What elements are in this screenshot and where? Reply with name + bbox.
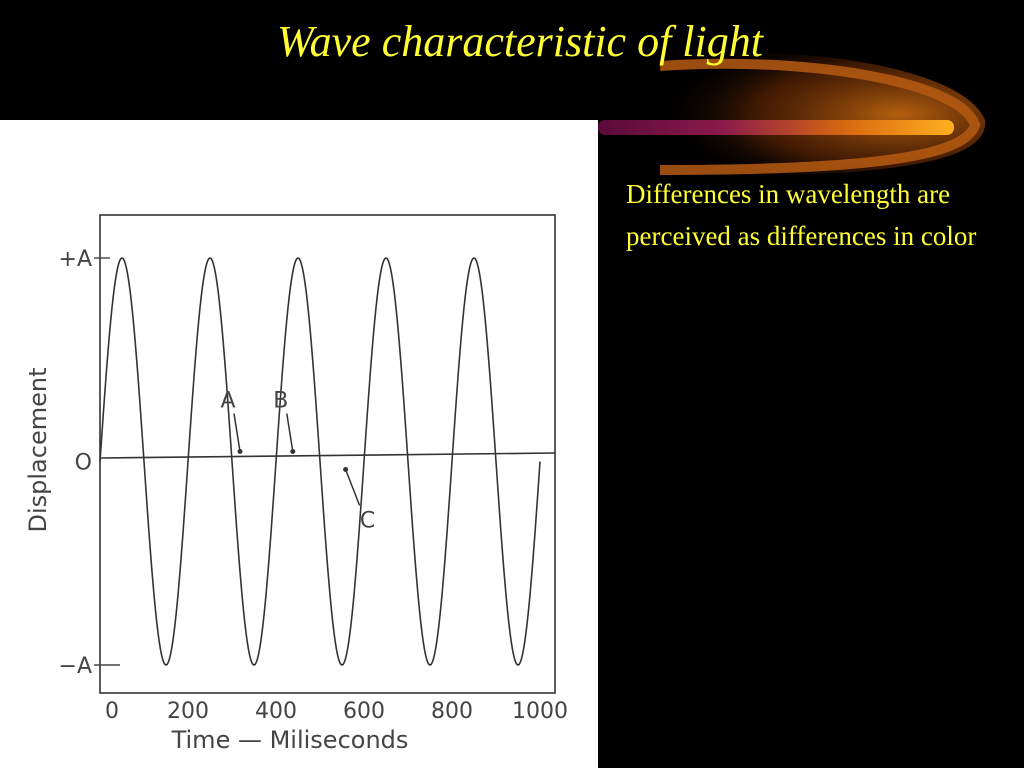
zero-line: [99, 452, 556, 459]
slide-title: Wave characteristic of light: [277, 17, 763, 66]
x-tick-label: 400: [255, 699, 297, 724]
point-annotations: A B C: [220, 389, 375, 534]
x-tick-label: 800: [431, 699, 473, 724]
x-tick-label: 200: [167, 699, 209, 724]
annotation-label: B: [273, 389, 288, 414]
wave-chart: 0 200 400 600 800 1000 +A O −A A B C Displacement…: [24, 214, 568, 754]
title-swoosh-decoration: [598, 52, 986, 176]
x-tick-label: 0: [105, 699, 119, 724]
y-axis-label: Displacement: [24, 368, 52, 533]
x-tick-labels: 0 200 400 600 800 1000: [105, 699, 568, 724]
annotation-arrowhead: [343, 467, 349, 472]
x-axis-label: Time — Miliseconds: [171, 726, 409, 754]
y-tick-label: −A: [59, 654, 92, 679]
body-text: Differences in wavelength are perceived …: [626, 179, 977, 251]
figure-panel: 0 200 400 600 800 1000 +A O −A A B C Displacement…: [0, 120, 598, 768]
y-tick-labels: +A O −A: [59, 247, 92, 679]
annotation-arrowhead: [237, 449, 243, 454]
sine-wave-series: [99, 257, 541, 666]
annotation-arrow: [286, 413, 294, 452]
swoosh-ring: [659, 58, 981, 175]
annotation-arrow: [344, 469, 361, 506]
annotation-label: C: [360, 509, 375, 534]
gradient-bar: [598, 120, 954, 135]
annotation-arrowhead: [290, 449, 296, 454]
x-tick-label: 600: [343, 699, 385, 724]
x-tick-label: 1000: [512, 699, 568, 724]
y-tick-label: +A: [59, 247, 92, 272]
annotation-arrow: [233, 413, 241, 452]
y-tick-label: O: [75, 451, 92, 476]
annotation-label: A: [220, 389, 235, 414]
